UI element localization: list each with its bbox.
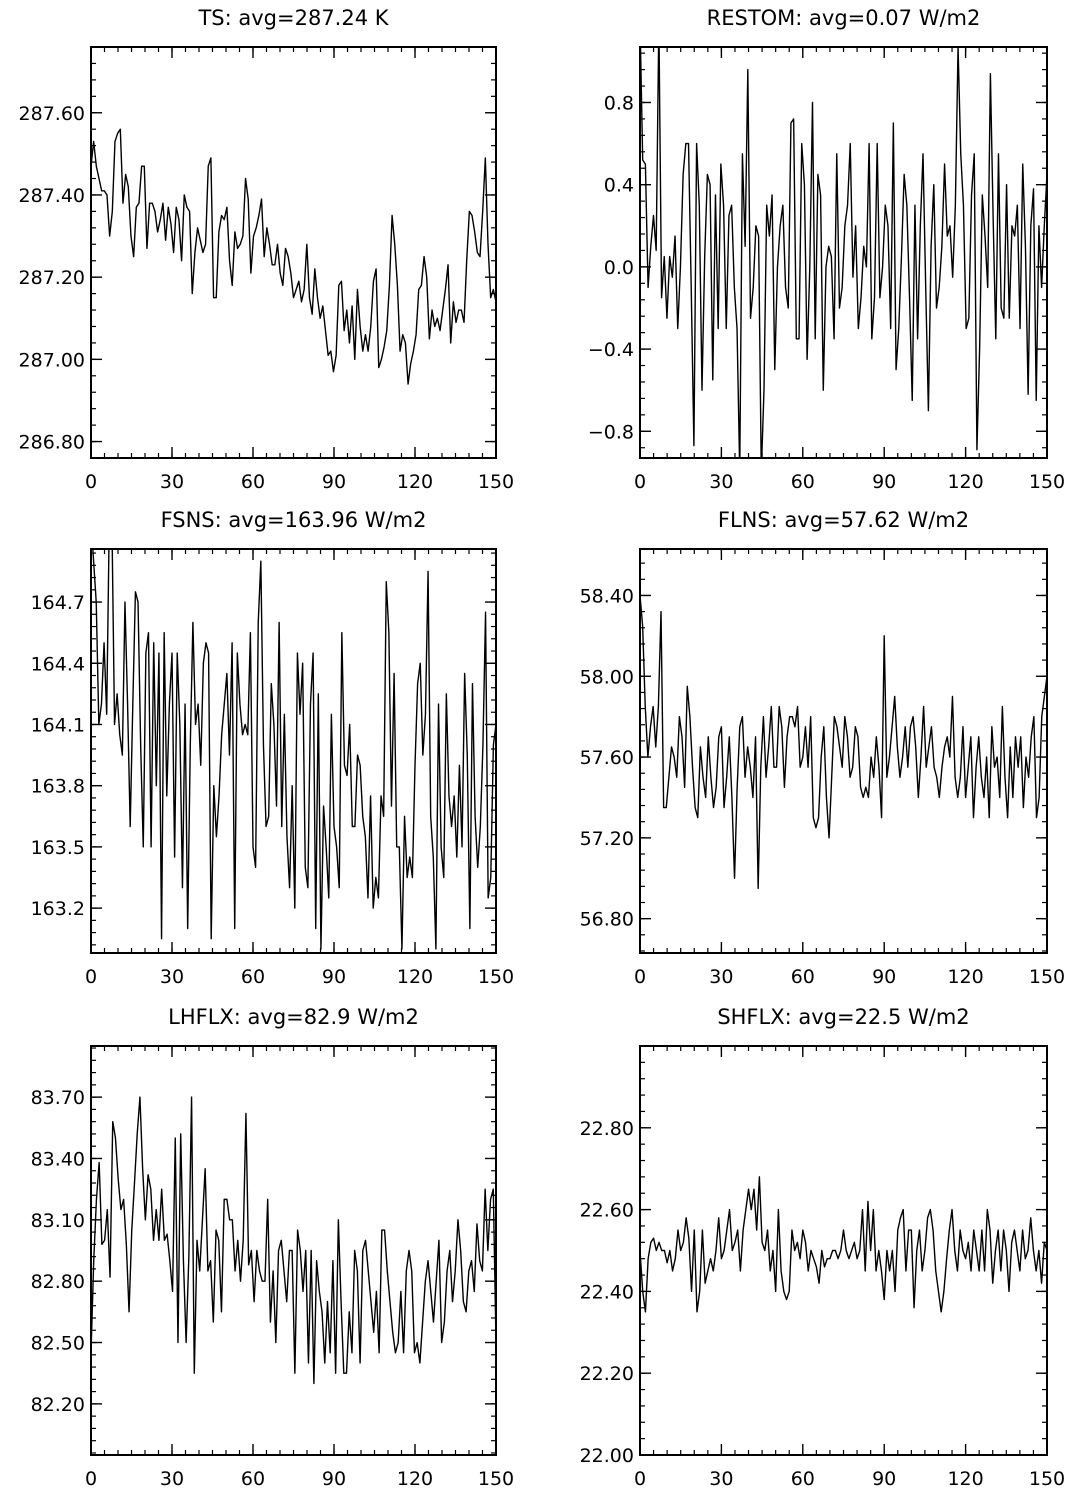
shflx-x-tick-label: 120 (947, 1468, 983, 1490)
flns-x-tick-label: 0 (634, 966, 646, 988)
lhflx-y-tick-label: 82.20 (31, 1394, 85, 1416)
lhflx-x-tick-label: 0 (85, 1468, 97, 1490)
ts-series-line (91, 128, 496, 385)
flns-x-tick-label: 120 (947, 966, 983, 988)
flns-y-tick-label: 57.60 (580, 747, 634, 769)
restom-x-tick-label: 90 (872, 471, 896, 493)
fsns-panel: FSNS: avg=163.96 W/m2 0 30 60 90 120 150 163.2 1… (31, 508, 515, 988)
restom-panel: RESTOM: avg=0.07 W/m2 0 30 60 90 120 150 −0.8 −0… (588, 6, 1065, 493)
ts-panel: TS: avg=287.24 K 0 30 60 90 120 150 286.80 287.0… (19, 6, 515, 493)
shflx-title: SHFLX: avg=22.5 W/m2 (717, 1005, 969, 1029)
ts-x-tick-label: 120 (397, 471, 433, 493)
flns-y-tick-label: 58.40 (580, 585, 634, 607)
ts-y-tick-label: 287.60 (19, 103, 85, 125)
ts-y-tick-label: 287.40 (19, 185, 85, 207)
ts-y-tick-label: 286.80 (19, 432, 85, 454)
restom-y-tick-label: −0.4 (588, 339, 634, 361)
ts-x-tick-label: 90 (322, 471, 346, 493)
fsns-x-tick-label: 150 (478, 966, 514, 988)
fsns-y-tick-label: 163.5 (31, 837, 85, 859)
restom-x-tick-label: 120 (947, 471, 983, 493)
fsns-y-tick-label: 164.1 (31, 714, 85, 736)
lhflx-plot-frame (90, 1045, 497, 1456)
ts-x-tick-label: 30 (160, 471, 184, 493)
ts-title: TS: avg=287.24 K (197, 6, 389, 30)
lhflx-y-tick-label: 83.10 (31, 1210, 85, 1232)
lhflx-y-tick-label: 83.70 (31, 1087, 85, 1109)
ts-x-tick-label: 60 (241, 471, 265, 493)
lhflx-x-tick-label: 30 (160, 1468, 184, 1490)
shflx-y-tick-label: 22.40 (580, 1281, 634, 1303)
lhflx-panel: LHFLX: avg=82.9 W/m2 0 30 60 90 120 150 82.20 82… (31, 1005, 515, 1490)
shflx-y-tick-label: 22.20 (580, 1363, 634, 1385)
fsns-x-tick-label: 90 (322, 966, 346, 988)
lhflx-x-tick-label: 60 (241, 1468, 265, 1490)
lhflx-series-line (91, 1096, 496, 1385)
flns-y-tick-label: 58.00 (580, 666, 634, 688)
restom-y-tick-label: 0.8 (604, 92, 634, 114)
fsns-y-tick-label: 163.8 (31, 776, 85, 798)
fsns-x-tick-label: 30 (160, 966, 184, 988)
restom-x-tick-label: 60 (791, 471, 815, 493)
ts-y-tick-label: 287.20 (19, 267, 85, 289)
restom-x-tick-label: 150 (1029, 471, 1065, 493)
lhflx-title: LHFLX: avg=82.9 W/m2 (168, 1005, 419, 1029)
restom-title: RESTOM: avg=0.07 W/m2 (707, 6, 981, 30)
shflx-x-tick-label: 90 (872, 1468, 896, 1490)
shflx-x-tick-label: 30 (709, 1468, 733, 1490)
flns-y-tick-label: 56.80 (580, 909, 634, 931)
flns-plot-frame (639, 548, 1048, 954)
lhflx-x-tick-label: 150 (478, 1468, 514, 1490)
flns-title: FLNS: avg=57.62 W/m2 (718, 508, 969, 532)
lhflx-y-tick-label: 83.40 (31, 1148, 85, 1170)
shflx-y-tick-label: 22.80 (580, 1118, 634, 1140)
ts-y-tick-label: 287.00 (19, 349, 85, 371)
lhflx-x-tick-label: 90 (322, 1468, 346, 1490)
restom-y-tick-label: 0.4 (604, 175, 634, 197)
shflx-y-tick-label: 22.00 (580, 1445, 634, 1467)
fsns-title: FSNS: avg=163.96 W/m2 (161, 508, 427, 532)
ts-x-tick-label: 150 (478, 471, 514, 493)
ts-plot-frame (90, 46, 497, 459)
shflx-x-tick-label: 150 (1029, 1468, 1065, 1490)
flns-series-line (640, 595, 1047, 890)
fsns-y-tick-label: 164.4 (31, 653, 85, 675)
lhflx-y-tick-label: 82.80 (31, 1271, 85, 1293)
restom-y-tick-label: −0.8 (588, 421, 634, 443)
flns-x-tick-label: 60 (791, 966, 815, 988)
flns-x-tick-label: 90 (872, 966, 896, 988)
shflx-x-tick-label: 0 (634, 1468, 646, 1490)
shflx-series-line (640, 1176, 1047, 1313)
shflx-plot-frame (639, 1045, 1048, 1456)
restom-plot-frame (639, 46, 1048, 459)
fsns-x-tick-label: 60 (241, 966, 265, 988)
flns-y-tick-label: 57.20 (580, 828, 634, 850)
restom-x-tick-label: 30 (709, 471, 733, 493)
flns-x-tick-label: 30 (709, 966, 733, 988)
ts-x-tick-label: 0 (85, 471, 97, 493)
fsns-plot-frame (90, 548, 497, 954)
fsns-y-tick-label: 164.7 (31, 592, 85, 614)
fsns-y-tick-label: 163.2 (31, 898, 85, 920)
lhflx-y-tick-label: 82.50 (31, 1333, 85, 1355)
shflx-x-tick-label: 60 (791, 1468, 815, 1490)
flns-panel: FLNS: avg=57.62 W/m2 0 30 60 90 120 150 56.80 57… (580, 508, 1065, 988)
restom-y-tick-label: 0.0 (604, 257, 634, 279)
restom-x-tick-label: 0 (634, 471, 646, 493)
fsns-x-tick-label: 120 (397, 966, 433, 988)
fsns-series-line (92, 549, 496, 950)
restom-series-line (640, 47, 1047, 458)
fsns-x-tick-label: 0 (85, 966, 97, 988)
shflx-y-tick-label: 22.60 (580, 1200, 634, 1222)
lhflx-x-tick-label: 120 (397, 1468, 433, 1490)
flns-x-tick-label: 150 (1029, 966, 1065, 988)
shflx-panel: SHFLX: avg=22.5 W/m2 0 30 60 90 120 150 22.00 22… (580, 1005, 1065, 1490)
